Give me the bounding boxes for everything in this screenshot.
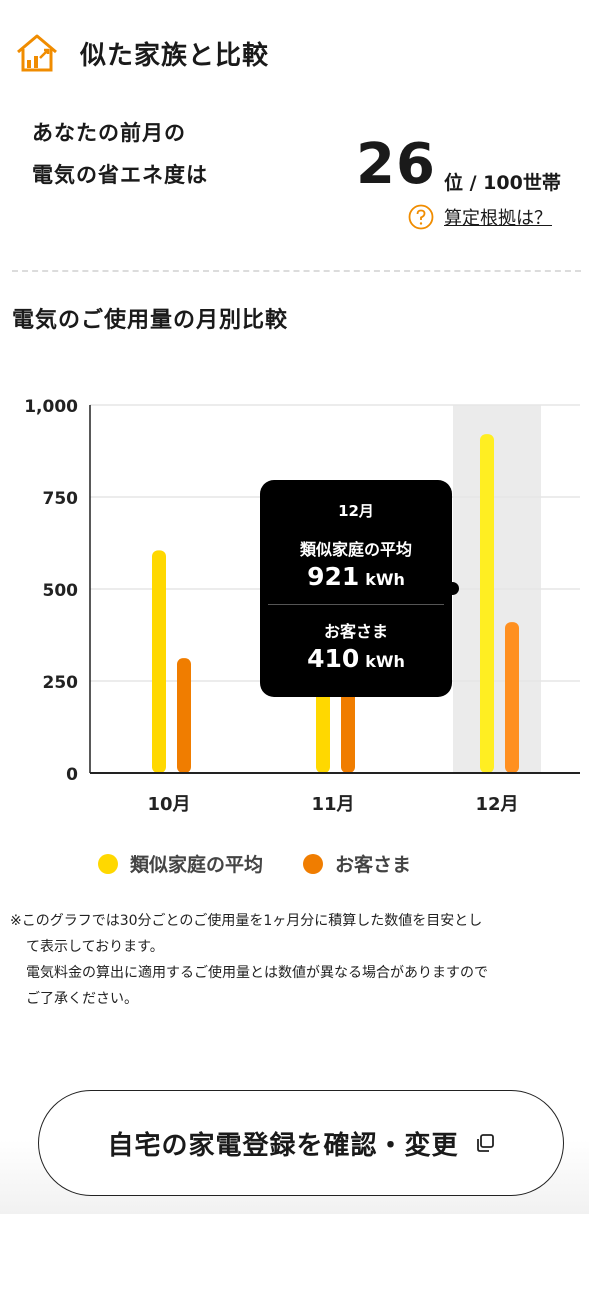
basis-link[interactable]: 算定根拠は？	[408, 204, 552, 230]
question-circle-icon	[408, 204, 434, 230]
y-tick-label: 250	[43, 673, 79, 693]
tooltip-separator	[268, 604, 444, 605]
legend-item-average: 類似家庭の平均	[98, 850, 263, 877]
y-tick-label: 500	[43, 581, 79, 601]
bar-average	[152, 550, 166, 773]
bar-customer	[505, 622, 519, 773]
tooltip-value-customer: 410 kWh	[260, 644, 452, 673]
external-window-icon	[476, 1134, 494, 1152]
x-tick-label: 10月	[147, 794, 190, 815]
tooltip-label-customer: お客さま	[323, 622, 388, 641]
bar-customer	[177, 658, 191, 773]
legend-swatch-average	[98, 853, 118, 874]
page-header: 似た家族と比較	[14, 30, 269, 76]
x-tick-label: 11月	[311, 794, 354, 815]
tooltip-anchor-dot	[446, 582, 459, 595]
rank-label: あなたの前月の 電気の省エネ度は	[32, 112, 208, 196]
legend-swatch-customer	[303, 853, 324, 874]
house-chart-icon	[17, 34, 57, 72]
basis-link-label[interactable]: 算定根拠は？	[444, 208, 552, 229]
y-tick-label: 750	[43, 489, 79, 509]
y-tick-label: 0	[66, 765, 78, 785]
tooltip-month: 12月	[338, 502, 374, 520]
note-line-1: ※このグラフでは30分ごとのご使用量を1ヶ月分に積算した数値を目安とし	[10, 913, 483, 929]
note-line-4: ご了承ください。	[26, 991, 138, 1007]
usage-bar-chart: 0 250 500 750 1,000 10月 11月 12月	[24, 397, 580, 815]
tooltip-unit-customer: kWh	[365, 652, 405, 671]
tooltip-unit-average: kWh	[365, 570, 405, 589]
legend-label-average: 類似家庭の平均	[130, 854, 264, 876]
rank-label-line2: 電気の省エネ度は	[32, 163, 208, 187]
appliance-settings-button[interactable]: 自宅の家電登録を確認・変更	[38, 1090, 564, 1196]
note-line-2: て表示しております。	[26, 939, 164, 955]
x-tick-label: 12月	[475, 794, 518, 815]
tooltip-value-average-number: 921	[307, 562, 360, 591]
legend-item-customer: お客さま	[303, 850, 411, 877]
tooltip-value-customer-number: 410	[307, 644, 360, 673]
chart-note: ※このグラフでは30分ごとのご使用量を1ヶ月分に積算した数値を目安とし て表示し…	[10, 908, 586, 1012]
page-title: 似た家族と比較	[80, 40, 270, 71]
chart-section-title: 電気のご使用量の月別比較	[12, 308, 289, 333]
rank-value: 26	[356, 132, 436, 197]
rank-label-line1: あなたの前月の	[32, 121, 186, 145]
legend-label-customer: お客さま	[335, 854, 412, 876]
chart-legend: 類似家庭の平均 お客さま	[98, 850, 411, 877]
rank-suffix: 位 / 100世帯	[444, 172, 561, 194]
chart-tooltip: 12月 類似家庭の平均 921 kWh お客さま 410 kWh	[260, 480, 452, 697]
bar-average	[480, 434, 494, 773]
tooltip-label-average: 類似家庭の平均	[299, 540, 412, 559]
appliance-settings-button-label: 自宅の家電登録を確認・変更	[107, 1130, 459, 1161]
y-tick-label: 1,000	[24, 397, 78, 417]
tooltip-value-average: 921 kWh	[260, 562, 452, 591]
note-line-3: 電気料金の算出に適用するご使用量とは数値が異なる場合がありますので	[26, 965, 488, 981]
section-divider	[12, 270, 581, 272]
